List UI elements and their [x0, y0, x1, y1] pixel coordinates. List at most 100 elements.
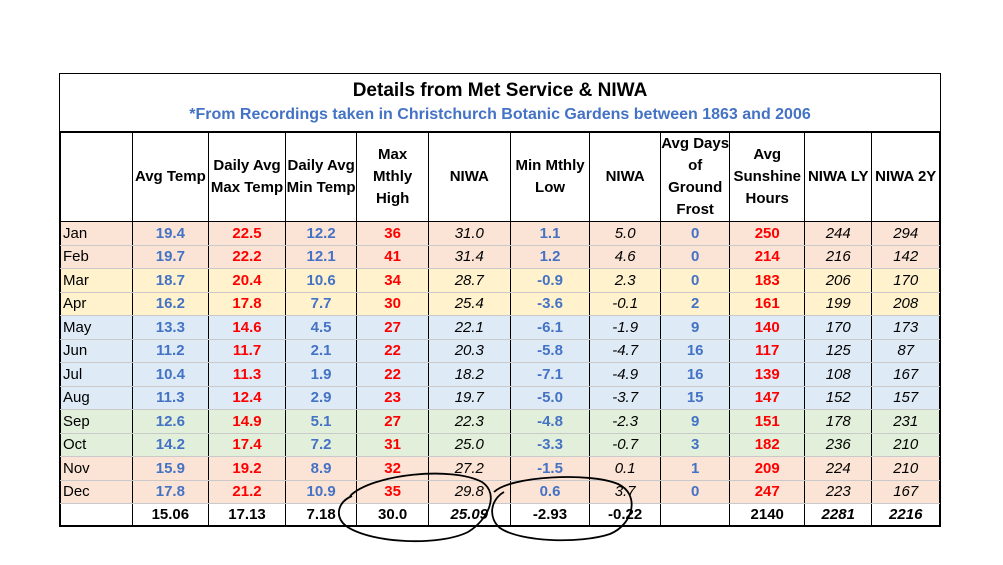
table-cell: 167: [871, 362, 940, 387]
table-cell: 0: [659, 479, 731, 504]
table-cell: 182: [729, 432, 806, 457]
table-cell: 25.0: [427, 432, 511, 457]
table-cell: 10.6: [284, 268, 358, 293]
table-cell: 199: [804, 291, 873, 316]
totals-row: 15.06 17.13 7.18 30.0 25.09 -2.93 -0.22 …: [60, 503, 940, 526]
table-cell: 11.7: [208, 338, 286, 363]
month-label: Aug: [60, 385, 133, 410]
table-cell: 23: [356, 385, 429, 410]
table-cell: -2.3: [589, 409, 661, 434]
table-cell: 9: [659, 315, 731, 340]
table-cell: 22: [356, 338, 429, 363]
header-niwa-high: NIWA: [427, 132, 511, 222]
month-label: Oct: [60, 432, 133, 457]
table-cell: -4.8: [509, 409, 591, 434]
table-cell: 16.2: [131, 291, 210, 316]
total-cell: 2281: [804, 503, 873, 526]
table-cell: 19.7: [427, 385, 511, 410]
table-cell: 36: [356, 221, 429, 246]
table-cell: -3.3: [509, 432, 591, 457]
table-cell: 117: [729, 338, 806, 363]
table-cell: 41: [356, 244, 429, 269]
total-cell: 25.09: [427, 503, 511, 526]
table-cell: 140: [729, 315, 806, 340]
table-cell: 167: [871, 479, 940, 504]
total-cell: 7.18: [284, 503, 358, 526]
table-cell: 8.9: [284, 456, 358, 481]
table-cell: 108: [804, 362, 873, 387]
table-cell: 20.3: [427, 338, 511, 363]
table-cell: 11.3: [131, 385, 210, 410]
table-cell: 236: [804, 432, 873, 457]
table-cell: 1: [659, 456, 731, 481]
table-cell: 12.2: [284, 221, 358, 246]
table-cell: 30: [356, 291, 429, 316]
table-cell: 247: [729, 479, 806, 504]
table-cell: 223: [804, 479, 873, 504]
table-cell: 17.4: [208, 432, 286, 457]
table-cell: 3: [659, 432, 731, 457]
table-cell: -0.7: [589, 432, 661, 457]
header-niwa-2y: NIWA 2Y: [871, 132, 940, 222]
table-cell: -6.1: [509, 315, 591, 340]
table-cell: 0: [659, 244, 731, 269]
table-row: Jul 10.4 11.3 1.9 22 18.2 -7.1 -4.9 16 139 108 167: [60, 362, 940, 387]
table-cell: 250: [729, 221, 806, 246]
table-cell: 16: [659, 338, 731, 363]
table-row: Dec 17.8 21.2 10.9 35 29.8 0.6 3.7 0 247 223 167: [60, 479, 940, 504]
table-cell: 17.8: [131, 479, 210, 504]
table-cell: 16: [659, 362, 731, 387]
total-cell: [659, 503, 731, 526]
table-cell: 125: [804, 338, 873, 363]
header-max-mthly-high: Max Mthly High: [356, 132, 429, 222]
table-cell: 25.4: [427, 291, 511, 316]
table-cell: 12.4: [208, 385, 286, 410]
table-cell: 152: [804, 385, 873, 410]
table-cell: 19.4: [131, 221, 210, 246]
table-cell: -0.1: [589, 291, 661, 316]
table-cell: 214: [729, 244, 806, 269]
table-row: Jan 19.4 22.5 12.2 36 31.0 1.1 5.0 0 250 244 294: [60, 221, 940, 246]
table-cell: 10.4: [131, 362, 210, 387]
table-cell: 15: [659, 385, 731, 410]
table-cell: 208: [871, 291, 940, 316]
table-cell: 2.3: [589, 268, 661, 293]
table-cell: 1.2: [509, 244, 591, 269]
table-cell: 142: [871, 244, 940, 269]
table-cell: 21.2: [208, 479, 286, 504]
table-cell: 173: [871, 315, 940, 340]
table-cell: 294: [871, 221, 940, 246]
climate-sheet: Details from Met Service & NIWA *From Re…: [59, 73, 941, 527]
total-cell: 15.06: [131, 503, 210, 526]
header-daily-avg-max: Daily Avg Max Temp: [208, 132, 286, 222]
table-cell: 7.7: [284, 291, 358, 316]
table-cell: 178: [804, 409, 873, 434]
table-cell: 2.1: [284, 338, 358, 363]
table-cell: 12.6: [131, 409, 210, 434]
month-label: Jul: [60, 362, 133, 387]
table-cell: 22.2: [208, 244, 286, 269]
table-cell: 20.4: [208, 268, 286, 293]
table-cell: 28.7: [427, 268, 511, 293]
month-label: Mar: [60, 268, 133, 293]
table-cell: 29.8: [427, 479, 511, 504]
total-cell: -2.93: [509, 503, 591, 526]
header-sunshine: Avg Sunshine Hours: [729, 132, 806, 222]
header-month: [60, 132, 133, 222]
header-daily-avg-min: Daily Avg Min Temp: [284, 132, 358, 222]
header-min-mthly-low: Min Mthly Low: [509, 132, 591, 222]
table-cell: 22.1: [427, 315, 511, 340]
total-cell: [60, 503, 133, 526]
table-cell: 12.1: [284, 244, 358, 269]
table-cell: 170: [871, 268, 940, 293]
table-cell: 209: [729, 456, 806, 481]
table-cell: 0: [659, 268, 731, 293]
table-cell: -5.8: [509, 338, 591, 363]
table-cell: 14.9: [208, 409, 286, 434]
table-cell: 34: [356, 268, 429, 293]
table-cell: 157: [871, 385, 940, 410]
table-cell: 27.2: [427, 456, 511, 481]
table-cell: 27: [356, 315, 429, 340]
sheet-title: Details from Met Service & NIWA: [352, 80, 648, 101]
table-cell: -1.9: [589, 315, 661, 340]
